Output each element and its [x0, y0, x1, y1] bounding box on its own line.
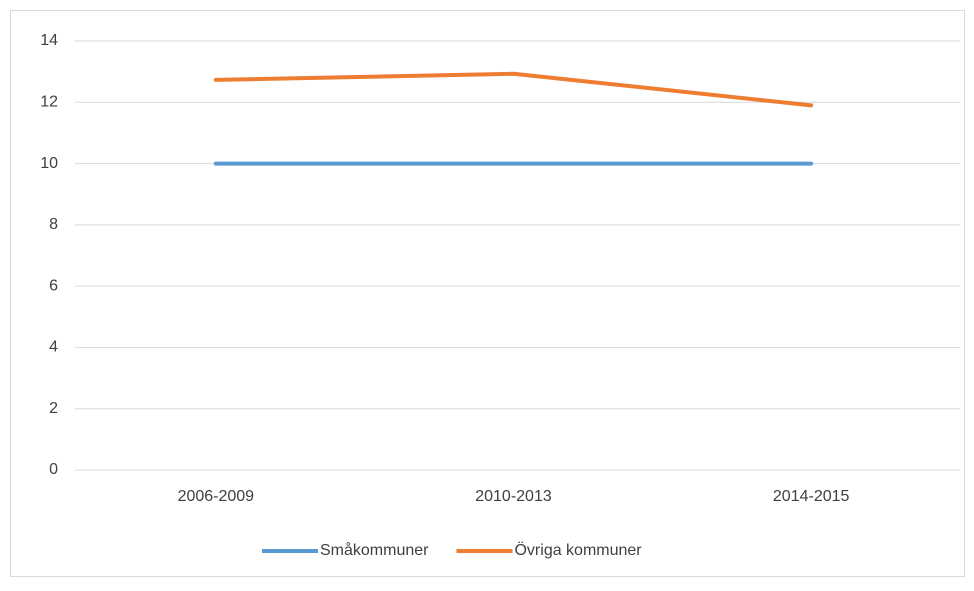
x-tick-label: 2006-2009	[178, 488, 255, 505]
y-tick-label: 6	[49, 277, 58, 294]
y-tick-label: 8	[49, 216, 58, 233]
x-tick-label: 2010-2013	[475, 488, 552, 505]
y-tick-label: 0	[49, 461, 58, 478]
x-tick-label: 2014-2015	[773, 488, 850, 505]
y-tick-label: 10	[40, 155, 58, 172]
legend-label: Övriga kommuner	[514, 541, 642, 559]
y-tick-label: 12	[40, 94, 58, 111]
y-tick-label: 2	[49, 400, 58, 417]
y-tick-label: 4	[49, 339, 58, 356]
series-line	[213, 71, 814, 108]
y-tick-label: 14	[40, 32, 58, 49]
legend-label: Småkommuner	[320, 541, 429, 559]
